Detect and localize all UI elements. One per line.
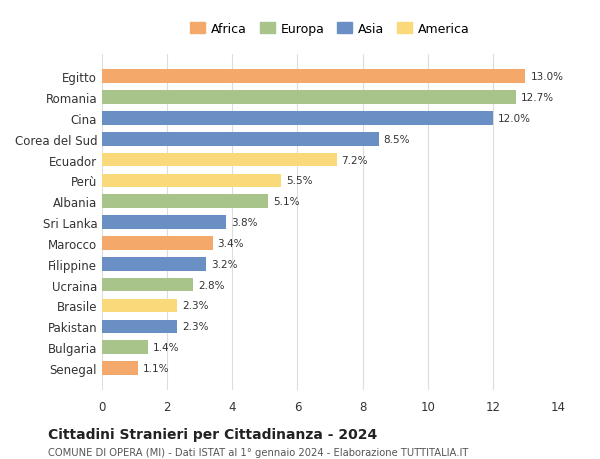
Bar (102, 299, 177, 313)
Legend: Africa, Europa, Asia, America: Africa, Europa, Asia, America (185, 18, 475, 41)
Bar (102, 153, 337, 167)
Bar (102, 257, 206, 271)
Bar (102, 112, 493, 125)
Text: 3.8%: 3.8% (230, 218, 257, 228)
Text: 12.0%: 12.0% (498, 114, 531, 123)
Bar (102, 237, 213, 250)
Text: 1.4%: 1.4% (152, 342, 179, 353)
Text: 8.5%: 8.5% (384, 134, 410, 145)
Bar (102, 278, 193, 292)
Bar (102, 70, 526, 84)
Text: 5.1%: 5.1% (273, 197, 299, 207)
Bar (102, 361, 138, 375)
Bar (102, 320, 177, 333)
Text: 3.2%: 3.2% (211, 259, 238, 269)
Bar (102, 216, 226, 230)
Text: 5.5%: 5.5% (286, 176, 313, 186)
Text: 2.3%: 2.3% (182, 301, 208, 311)
Text: 12.7%: 12.7% (521, 93, 554, 103)
Text: 2.3%: 2.3% (182, 322, 208, 331)
Text: 3.4%: 3.4% (218, 238, 244, 248)
Text: 7.2%: 7.2% (341, 155, 368, 165)
Text: 1.1%: 1.1% (143, 363, 169, 373)
Bar (102, 341, 148, 354)
Text: Cittadini Stranieri per Cittadinanza - 2024: Cittadini Stranieri per Cittadinanza - 2… (48, 427, 377, 441)
Bar (102, 174, 281, 188)
Text: 2.8%: 2.8% (198, 280, 224, 290)
Text: COMUNE DI OPERA (MI) - Dati ISTAT al 1° gennaio 2024 - Elaborazione TUTTITALIA.I: COMUNE DI OPERA (MI) - Dati ISTAT al 1° … (48, 448, 469, 458)
Bar (102, 91, 515, 105)
Bar (102, 133, 379, 146)
Text: 13.0%: 13.0% (530, 72, 563, 82)
Bar (102, 195, 268, 208)
